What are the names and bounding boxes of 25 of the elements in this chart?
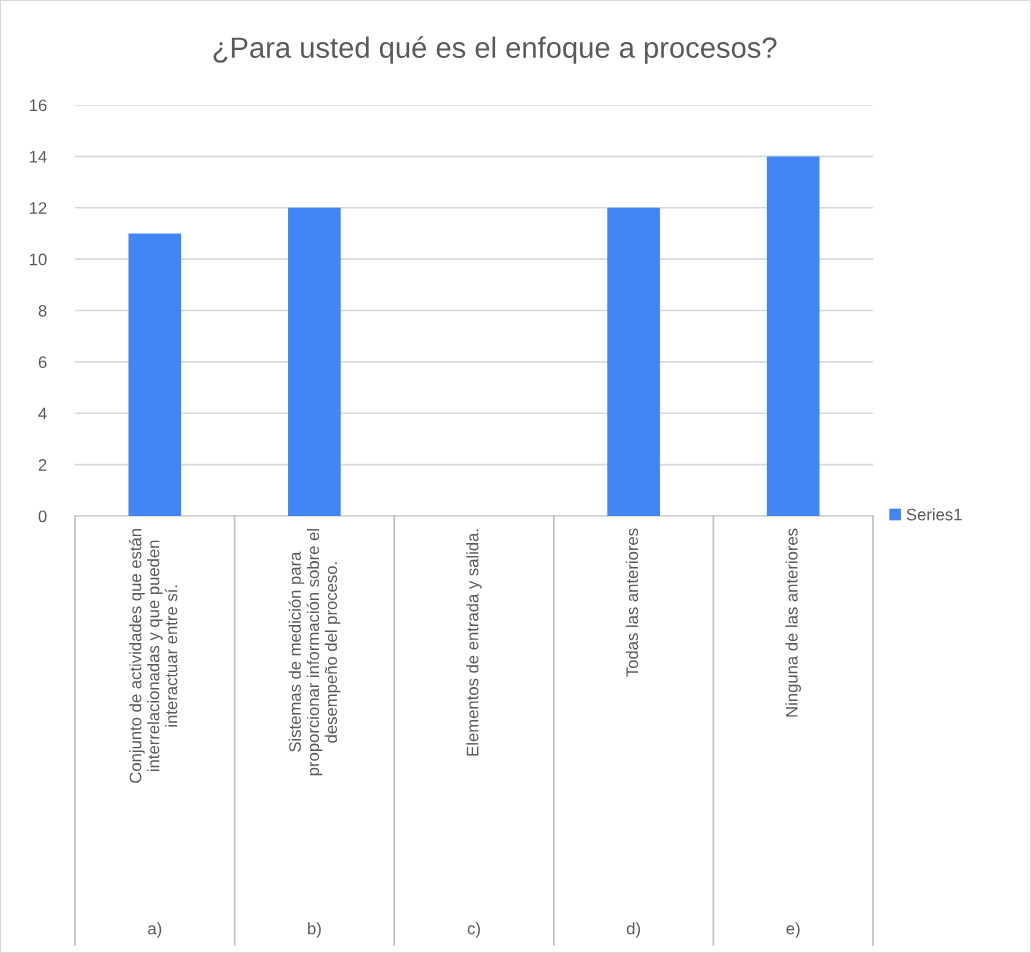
text: a)	[148, 922, 162, 938]
y-tick-label: 6	[38, 356, 47, 369]
legend-label: Series1	[906, 508, 962, 521]
bar	[288, 207, 341, 516]
x-tick-label: Elementos de entrada y salida.	[466, 529, 482, 756]
text: e)	[786, 922, 800, 938]
y-tick-label: 0	[38, 510, 47, 523]
x-tick-label: Todas las anteriores	[625, 528, 639, 677]
y-tick-label: 14	[29, 150, 47, 163]
x-tick-label: Conjunto de actividades que están interrelacionadas y que pueden interactuar entre sí.	[128, 529, 178, 783]
y-tick-label: 12	[29, 202, 47, 214]
text: d)	[626, 922, 640, 938]
chart-title: ¿Para usted qué es el enfoque a procesos?	[213, 36, 777, 64]
y-tick-label: 16	[29, 99, 47, 112]
x-tick-label: Sistemas de medición para proporcionar información sobre el desempeño del proceso.	[288, 529, 341, 776]
bar	[607, 207, 660, 516]
y-tick-label: 2	[38, 459, 47, 471]
x-tick-label: Ninguna de las anteriores	[785, 528, 801, 717]
y-tick-label: 10	[29, 253, 47, 266]
text: b)	[308, 922, 321, 938]
y-tick-label: 4	[38, 407, 47, 420]
text: c)	[467, 922, 480, 938]
y-tick-label: 8	[38, 304, 47, 317]
bar	[766, 156, 820, 516]
bar	[128, 233, 182, 516]
